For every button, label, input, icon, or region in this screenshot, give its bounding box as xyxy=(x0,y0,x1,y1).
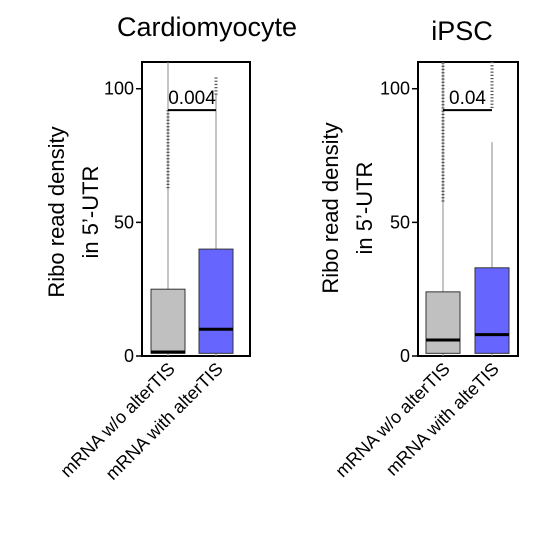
y-tick-label: 50 xyxy=(114,212,134,232)
box-1 xyxy=(425,62,461,356)
box-body xyxy=(150,288,186,354)
y-tick-label: 0 xyxy=(400,346,410,366)
y-tick-label: 0 xyxy=(124,346,134,366)
chart-title: iPSC xyxy=(431,16,493,46)
box-2 xyxy=(198,77,234,356)
y-axis-label: Ribo read density xyxy=(318,122,343,293)
plot-frame xyxy=(141,61,251,357)
y-tick-label: 50 xyxy=(390,212,410,232)
box-2 xyxy=(474,61,510,356)
y-axis-label: in 5’-UTR xyxy=(352,162,377,255)
p-value-label: 0.04 xyxy=(449,88,486,109)
y-tick-label: 100 xyxy=(380,79,410,99)
p-value-label: 0.004 xyxy=(168,88,216,109)
box-body xyxy=(474,267,510,354)
panel-1: Cardiomyocyte Ribo read density in 5’-UTR 0… xyxy=(44,12,297,484)
panel-2: iPSC Ribo read density in 5’-UTR 0 50 100 0.04… xyxy=(318,16,519,481)
y-axis-label: Ribo read density xyxy=(44,126,69,297)
y-tick-label: 100 xyxy=(104,79,134,99)
box-body xyxy=(198,248,234,354)
box-body xyxy=(425,291,461,354)
chart-title: Cardiomyocyte xyxy=(117,12,297,42)
y-axis-label: in 5’-UTR xyxy=(78,166,103,259)
box-1 xyxy=(150,62,186,356)
plot-frame xyxy=(417,61,519,357)
